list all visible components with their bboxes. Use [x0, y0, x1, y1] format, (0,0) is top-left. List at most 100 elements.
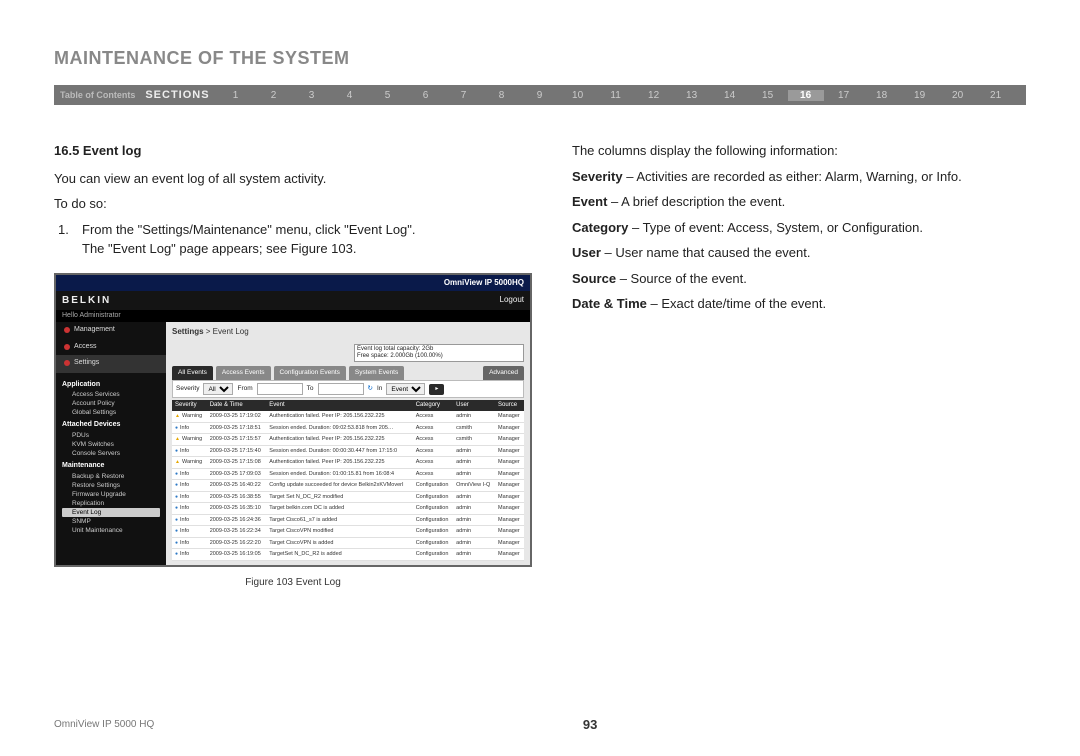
table-row: Info2009-03-25 16:19:05TargetSet N_DC_R2… — [172, 549, 524, 561]
tab-0[interactable]: All Events — [172, 366, 213, 380]
table-row: Warning2009-03-25 17:15:57Authentication… — [172, 434, 524, 446]
definition-line: Source – Source of the event. — [572, 269, 1026, 289]
main-panel: Settings > Event Log Event log total cap… — [166, 322, 530, 565]
section-link-13[interactable]: 13 — [674, 90, 710, 101]
figure-caption: Figure 103 Event Log — [54, 575, 532, 590]
tree-group: Maintenance — [62, 461, 160, 472]
tab-1[interactable]: Access Events — [216, 366, 271, 380]
table-header[interactable]: Category — [413, 400, 453, 411]
tree-group: Application — [62, 380, 160, 391]
tree-leaf[interactable]: SNMP — [62, 517, 160, 526]
right-column: The columns display the following inform… — [572, 141, 1026, 590]
tab-2[interactable]: Configuration Events — [274, 366, 346, 380]
page-footer: OmniView IP 5000 HQ 93 — [54, 717, 1026, 732]
table-row: Info2009-03-25 16:38:55Target Set N_DC_R… — [172, 491, 524, 503]
table-header[interactable]: Event — [266, 400, 412, 411]
sidebar: ManagementAccessSettings ApplicationAcce… — [56, 322, 166, 565]
definition-line: Date & Time – Exact date/time of the eve… — [572, 294, 1026, 314]
section-link-19[interactable]: 19 — [902, 90, 938, 101]
table-row: Info2009-03-25 16:24:36Target Cisco61_s7… — [172, 514, 524, 526]
tree-leaf[interactable]: PDUs — [62, 431, 160, 440]
section-link-15[interactable]: 15 — [750, 90, 786, 101]
page-title: MAINTENANCE OF THE SYSTEM — [54, 48, 1026, 69]
table-row: Warning2009-03-25 17:15:08Authentication… — [172, 457, 524, 469]
section-link-11[interactable]: 11 — [598, 90, 634, 101]
table-row: Info2009-03-25 16:35:10Target belkin.com… — [172, 503, 524, 515]
tree-leaf[interactable]: Replication — [62, 499, 160, 508]
step-line-2: The "Event Log" page appears; see Figure… — [82, 239, 416, 259]
tree-leaf[interactable]: KVM Switches — [62, 440, 160, 449]
tree-leaf[interactable]: Console Servers — [62, 449, 160, 458]
tree-group: Attached Devices — [62, 420, 160, 431]
section-nav: Table of Contents SECTIONS 1234567891011… — [54, 85, 1026, 105]
table-row: Info2009-03-25 17:15:40Session ended. Du… — [172, 445, 524, 457]
in-select[interactable]: Event — [386, 383, 425, 395]
brand-logo: BELKIN — [62, 293, 111, 308]
section-link-9[interactable]: 9 — [522, 90, 558, 101]
section-link-7[interactable]: 7 — [446, 90, 482, 101]
section-link-16[interactable]: 16 — [788, 90, 824, 101]
in-label: In — [377, 384, 382, 394]
tab-advanced[interactable]: Advanced — [483, 366, 524, 380]
product-name: OmniView IP 5000 HQ — [54, 719, 154, 730]
section-link-4[interactable]: 4 — [332, 90, 368, 101]
tab-3[interactable]: System Events — [349, 366, 404, 380]
tree-leaf[interactable]: Restore Settings — [62, 481, 160, 490]
table-header[interactable]: User — [453, 400, 495, 411]
definition-line: Severity – Activities are recorded as ei… — [572, 167, 1026, 187]
section-link-14[interactable]: 14 — [712, 90, 748, 101]
section-link-2[interactable]: 2 — [256, 90, 292, 101]
sidebar-nav-access[interactable]: Access — [56, 339, 166, 356]
table-header[interactable]: Severity — [172, 400, 207, 411]
definition-line: Category – Type of event: Access, System… — [572, 218, 1026, 238]
todo-label: To do so: — [54, 194, 532, 214]
filter-bar: Severity All From To ↻ In Event ▸ — [172, 380, 524, 398]
table-row: Info2009-03-25 16:40:22Config update suc… — [172, 480, 524, 492]
section-link-3[interactable]: 3 — [294, 90, 330, 101]
step-line-1: From the "Settings/Maintenance" menu, cl… — [82, 220, 416, 240]
tree-leaf[interactable]: Firmware Upgrade — [62, 490, 160, 499]
sidebar-nav-management[interactable]: Management — [56, 322, 166, 339]
tree-leaf[interactable]: Account Policy — [62, 399, 160, 408]
columns-intro: The columns display the following inform… — [572, 141, 1026, 161]
from-input[interactable] — [257, 383, 303, 395]
figure-screenshot: OmniView IP 5000HQ BELKIN Logout Hello A… — [54, 273, 532, 567]
section-link-21[interactable]: 21 — [978, 90, 1014, 101]
window-titlebar: OmniView IP 5000HQ — [56, 275, 530, 291]
sidebar-nav-settings[interactable]: Settings — [56, 355, 166, 372]
left-column: 16.5 Event log You can view an event log… — [54, 141, 532, 590]
tree-leaf[interactable]: Backup & Restore — [62, 472, 160, 481]
to-input[interactable] — [318, 383, 364, 395]
table-header[interactable]: Date & Time — [207, 400, 267, 411]
section-link-18[interactable]: 18 — [864, 90, 900, 101]
refresh-icon[interactable]: ↻ — [368, 384, 373, 394]
section-link-8[interactable]: 8 — [484, 90, 520, 101]
go-button[interactable]: ▸ — [429, 384, 444, 395]
definition-line: Event – A brief description the event. — [572, 192, 1026, 212]
definition-line: User – User name that caused the event. — [572, 243, 1026, 263]
section-link-5[interactable]: 5 — [370, 90, 406, 101]
step-number: 1. — [58, 220, 72, 259]
logout-link[interactable]: Logout — [500, 294, 524, 306]
breadcrumb: Settings > Event Log — [172, 326, 524, 338]
section-link-6[interactable]: 6 — [408, 90, 444, 101]
section-link-12[interactable]: 12 — [636, 90, 672, 101]
section-link-1[interactable]: 1 — [218, 90, 254, 101]
tree-leaf[interactable]: Unit Maintenance — [62, 526, 160, 535]
section-link-17[interactable]: 17 — [826, 90, 862, 101]
table-row: Info2009-03-25 17:18:51Session ended. Du… — [172, 422, 524, 434]
section-link-20[interactable]: 20 — [940, 90, 976, 101]
tree-leaf[interactable]: Access Services — [62, 390, 160, 399]
to-label: To — [307, 384, 314, 394]
from-label: From — [237, 384, 252, 394]
sections-label: SECTIONS — [145, 89, 215, 101]
hello-user: Hello Administrator — [56, 310, 530, 323]
section-link-10[interactable]: 10 — [560, 90, 596, 101]
table-row: Info2009-03-25 16:22:34Target CiscoVPN m… — [172, 526, 524, 538]
page-number: 93 — [583, 717, 597, 732]
tree-leaf[interactable]: Global Settings — [62, 408, 160, 417]
severity-select[interactable]: All — [203, 383, 233, 395]
tree-leaf[interactable]: Event Log — [62, 508, 160, 517]
table-header[interactable]: Source — [495, 400, 524, 411]
toc-label[interactable]: Table of Contents — [60, 90, 143, 100]
